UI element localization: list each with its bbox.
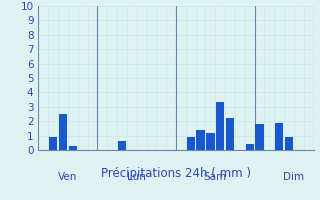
Bar [196, 130, 205, 150]
Text: Lun: Lun [127, 172, 146, 182]
Bar [118, 141, 126, 150]
Bar [275, 123, 284, 150]
Bar [216, 102, 224, 150]
Bar [255, 124, 264, 150]
Bar [285, 137, 293, 150]
Text: Dim: Dim [284, 172, 305, 182]
Bar [49, 137, 57, 150]
Bar [245, 144, 254, 150]
Bar [206, 133, 215, 150]
Text: Ven: Ven [58, 172, 77, 182]
Bar [68, 146, 77, 150]
Bar [187, 137, 195, 150]
X-axis label: Précipitations 24h ( mm ): Précipitations 24h ( mm ) [101, 167, 251, 180]
Bar [59, 114, 67, 150]
Text: Sam: Sam [204, 172, 227, 182]
Bar [226, 118, 234, 150]
